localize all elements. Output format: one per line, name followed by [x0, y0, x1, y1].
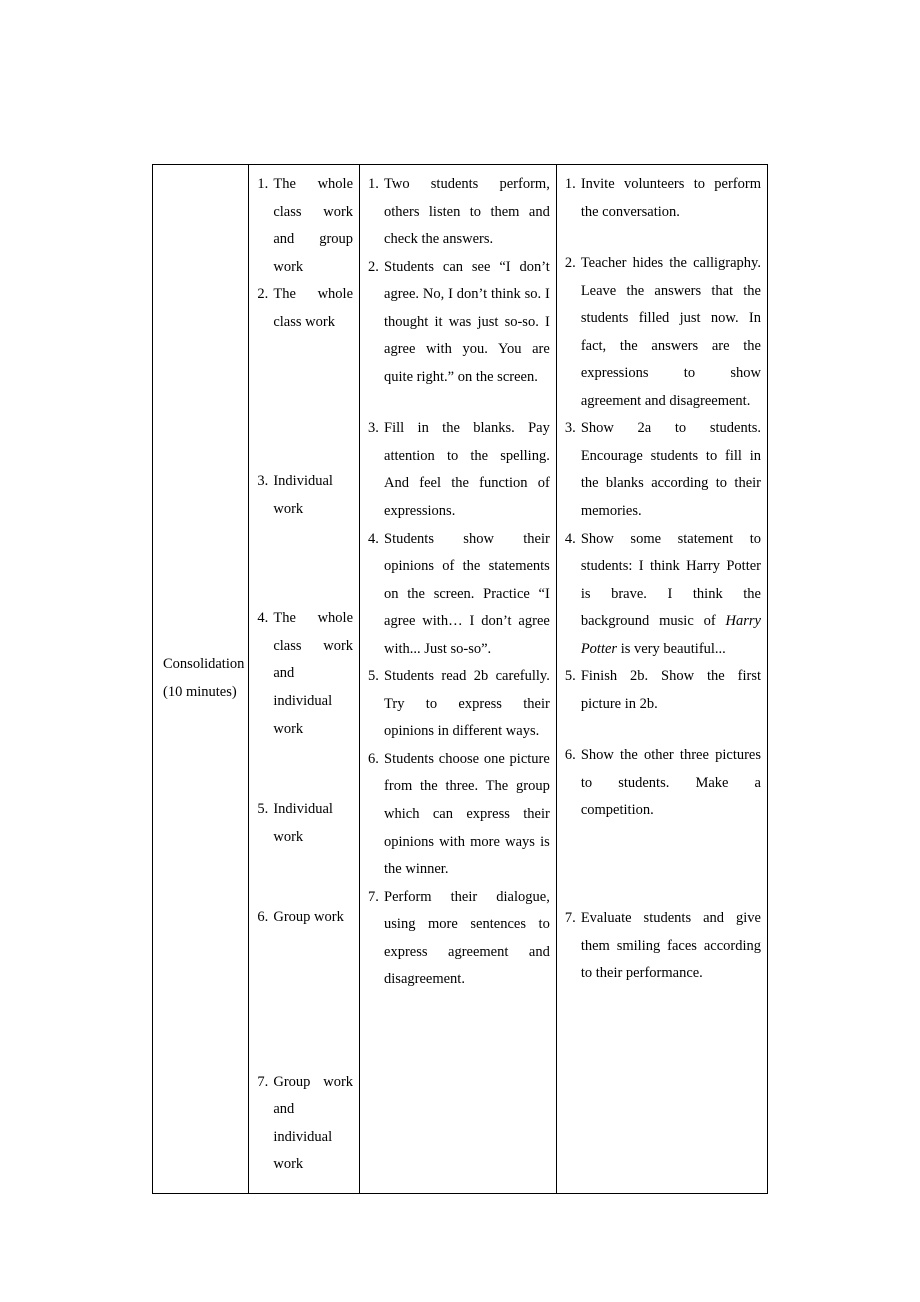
list-item: The whole class work and individual work [257, 605, 353, 796]
student-activity-list: Two students perform, others listen to t… [368, 171, 550, 994]
stage-title: Consolidation [163, 656, 244, 672]
interaction-cell: The whole class work and group work The … [249, 165, 360, 1194]
student-activity-cell: Two students perform, others listen to t… [360, 165, 557, 1194]
list-item: Students can see “I don’t agree. No, I d… [368, 254, 550, 416]
stage-cell: Consolidation (10 minutes) [153, 165, 249, 1194]
teacher-activity-list: Invite volunteers to perform the convers… [565, 171, 761, 988]
list-item: Show the other three pictures to student… [565, 742, 761, 905]
list-item: Students read 2b carefully. Try to expre… [368, 663, 550, 746]
list-item: Invite volunteers to perform the convers… [565, 171, 761, 250]
list-item: Evaluate students and give them smiling … [565, 905, 761, 988]
list-item: Teacher hides the calligraphy. Leave the… [565, 250, 761, 415]
table-row: Consolidation (10 minutes) The whole cla… [153, 165, 768, 1194]
list-item: Students choose one picture from the thr… [368, 746, 550, 884]
list-item: Show some statement to students: I think… [565, 526, 761, 664]
list-item: Finish 2b. Show the first picture in 2b. [565, 663, 761, 742]
list-item: Individual work [257, 468, 353, 605]
lesson-plan-table: Consolidation (10 minutes) The whole cla… [152, 164, 768, 1194]
interaction-list: The whole class work and group work The … [257, 171, 353, 1179]
list-item: Perform their dialogue, using more sente… [368, 884, 550, 994]
list-item: The whole class work [257, 281, 353, 468]
list-item: Group work and individual work [257, 1069, 353, 1179]
list-item: Individual work [257, 796, 353, 904]
teacher-activity-cell: Invite volunteers to perform the convers… [556, 165, 767, 1194]
list-item: Group work [257, 904, 353, 1069]
stage-duration: (10 minutes) [163, 684, 237, 700]
list-item: The whole class work and group work [257, 171, 353, 281]
list-item: Two students perform, others listen to t… [368, 171, 550, 254]
list-item: Fill in the blanks. Pay attention to the… [368, 415, 550, 525]
list-item: Show 2a to students. Encourage students … [565, 415, 761, 525]
list-item: Students show their opinions of the stat… [368, 526, 550, 664]
page-container: Consolidation (10 minutes) The whole cla… [0, 0, 920, 1194]
